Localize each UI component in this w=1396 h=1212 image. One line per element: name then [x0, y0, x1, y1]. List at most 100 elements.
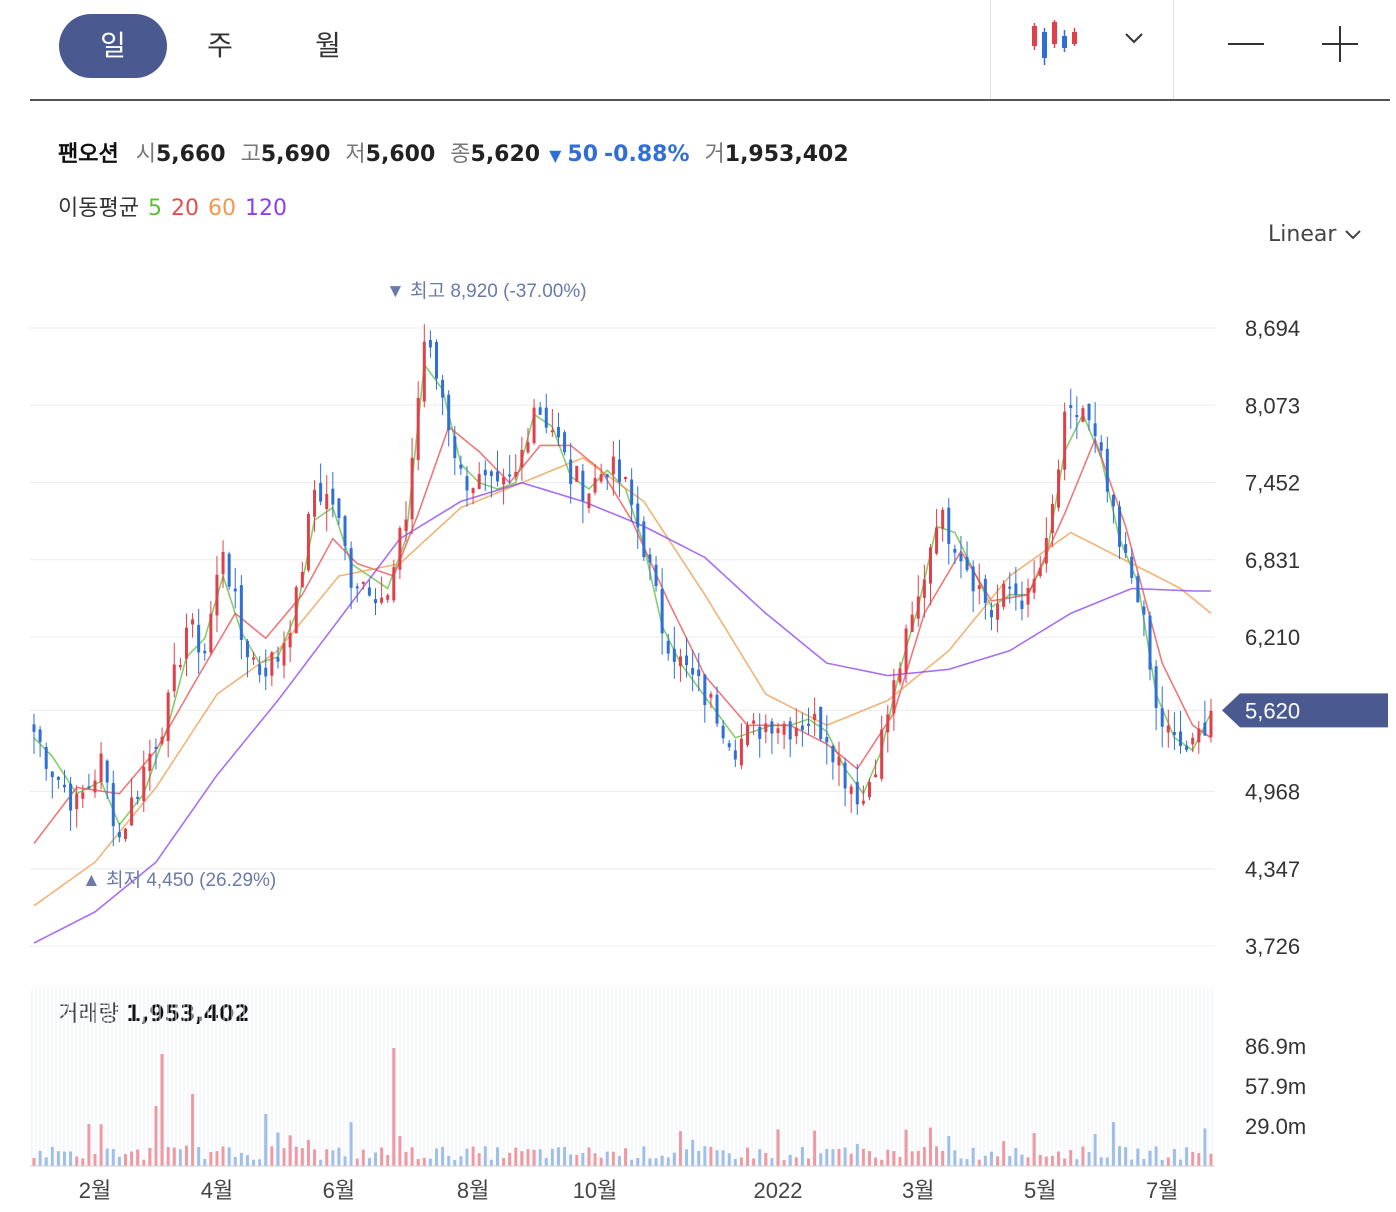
minus-icon[interactable] [1226, 24, 1266, 64]
ma-60-label[interactable]: 60 [207, 196, 236, 221]
candle-body [581, 470, 585, 501]
plus-icon[interactable] [1320, 24, 1360, 64]
candle-body [605, 474, 609, 478]
scale-selector[interactable]: Linear [1268, 222, 1363, 247]
volume-bar [520, 1151, 524, 1166]
volume-bar [1032, 1133, 1036, 1166]
candle-body [1002, 583, 1006, 607]
volume-bar [1069, 1149, 1073, 1166]
price-gridlines [30, 327, 1215, 947]
ma-120-label[interactable]: 120 [244, 196, 287, 221]
candle-body [965, 556, 969, 570]
volume-bar [374, 1152, 378, 1166]
candle-body [941, 509, 945, 529]
candle-body [233, 588, 237, 592]
candle-body [813, 713, 817, 721]
candlestick-icon[interactable] [1030, 18, 1080, 68]
tab-week[interactable]: 주 [207, 29, 233, 62]
volume-bar [1050, 1155, 1054, 1166]
volume-bars [30, 1048, 1215, 1167]
volume-bar [264, 1114, 268, 1166]
volume-bar [813, 1130, 817, 1166]
candle-body [404, 519, 408, 531]
volume-bar [380, 1147, 384, 1166]
x-tick-label: 2022 [754, 1178, 803, 1203]
chevron-down-icon[interactable] [1120, 24, 1148, 52]
volume-bar [947, 1136, 951, 1166]
volume-bar [941, 1150, 945, 1166]
candle-body [264, 667, 268, 677]
candle-body [825, 737, 829, 743]
volume-bar [319, 1159, 323, 1166]
stock-name: 팬오션 [58, 142, 119, 167]
candle-body [611, 456, 615, 475]
candle-body [56, 776, 60, 781]
volume-bar [361, 1149, 365, 1166]
candle-body [678, 656, 682, 667]
candle-body [361, 581, 365, 584]
volume-bar [441, 1146, 445, 1166]
volume-bar [1111, 1122, 1115, 1166]
candle-body [81, 792, 85, 799]
candle-body [550, 430, 554, 433]
ma-20-label[interactable]: 20 [170, 196, 199, 221]
candle-body [532, 407, 536, 443]
volume-bar [62, 1151, 66, 1166]
volume-bar [764, 1153, 768, 1166]
volume-bar [1008, 1156, 1012, 1166]
candle-body [32, 724, 36, 732]
volume-bar [587, 1147, 591, 1166]
volume-bar [935, 1146, 939, 1166]
candle-body [630, 479, 634, 505]
candle-body [1081, 408, 1085, 422]
volume-bar [1124, 1147, 1128, 1166]
candle-body [459, 464, 463, 469]
volume-bar [1209, 1153, 1213, 1166]
candle-body [1142, 606, 1146, 615]
volume-bar [337, 1147, 341, 1166]
volume-bar [483, 1146, 487, 1166]
candle-body [703, 674, 707, 706]
volume-bar [343, 1156, 347, 1166]
volume-bar [282, 1148, 286, 1166]
candle-body [1179, 731, 1183, 746]
volume-bar [556, 1147, 560, 1166]
volume-bar [782, 1159, 786, 1166]
volume-bar [831, 1149, 835, 1166]
volume-bar [416, 1159, 420, 1166]
candle-body [270, 652, 274, 676]
candle-body [380, 597, 384, 603]
candle-body [38, 729, 42, 743]
candle-body [1105, 448, 1109, 492]
volume-bar [111, 1148, 115, 1166]
candle-body [221, 552, 225, 575]
candle-body [983, 578, 987, 603]
volume-bar [1203, 1128, 1207, 1166]
tab-month[interactable]: 월 [315, 29, 341, 62]
candle-body [1044, 538, 1048, 564]
volume-bar [977, 1159, 981, 1166]
volume-bar [1166, 1157, 1170, 1166]
volume-bar [288, 1135, 292, 1166]
tab-day[interactable]: 일 [59, 14, 167, 78]
candle-body [276, 657, 280, 662]
ma-5-label[interactable]: 5 [147, 196, 162, 221]
volume-bar [867, 1151, 871, 1166]
volume-bar [776, 1129, 780, 1166]
volume-bar [50, 1146, 54, 1166]
candle-body [355, 586, 359, 589]
volume-bar [678, 1131, 682, 1166]
volume-bar [276, 1132, 280, 1166]
candle-body [489, 471, 493, 476]
y-tick-label: 6,210 [1245, 625, 1300, 650]
candle-body [922, 579, 926, 598]
axis-labels: 8,694 8,073 7,452 6,831 6,210 4,968 4,347 3,726… [79, 316, 1388, 1203]
volume-bar [904, 1129, 908, 1166]
volume-bar [1154, 1146, 1158, 1166]
candle-body [111, 783, 115, 827]
candle-body [1087, 403, 1091, 421]
candle-body [1032, 579, 1036, 593]
current-price-tag [1222, 693, 1388, 728]
low-label: 저 [345, 142, 366, 167]
